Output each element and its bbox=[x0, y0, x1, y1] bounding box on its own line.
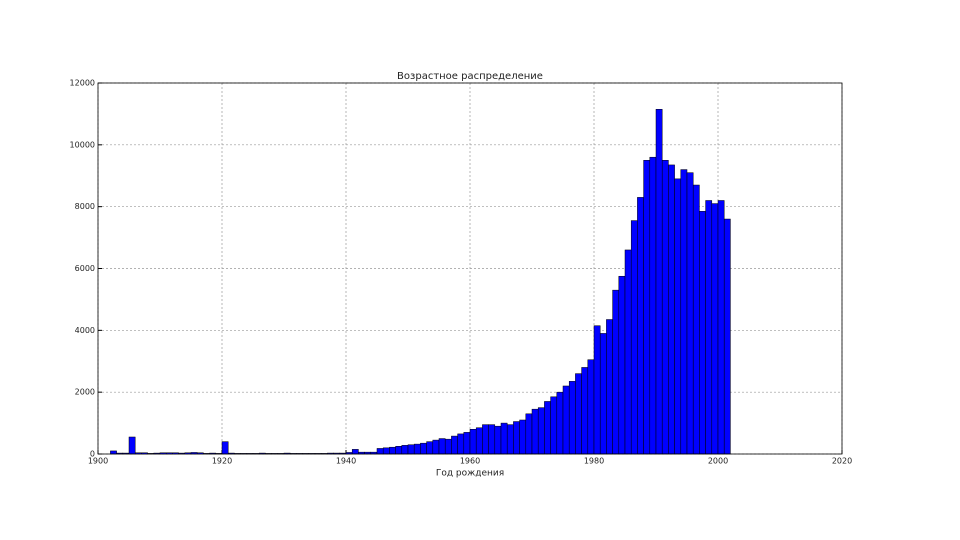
bar bbox=[475, 427, 483, 455]
bar bbox=[438, 438, 446, 455]
bar bbox=[674, 178, 682, 455]
bar bbox=[420, 442, 427, 455]
bar bbox=[221, 441, 229, 455]
bar bbox=[655, 109, 663, 455]
bar bbox=[723, 218, 731, 455]
bar bbox=[525, 413, 533, 455]
bar bbox=[581, 367, 589, 455]
bar bbox=[550, 396, 558, 455]
y-tick-label: 0 bbox=[90, 450, 95, 459]
bar bbox=[463, 432, 471, 455]
bar bbox=[544, 401, 551, 455]
bar bbox=[395, 446, 403, 455]
bar bbox=[519, 419, 527, 455]
bar bbox=[482, 424, 489, 455]
x-tick-label: 1900 bbox=[88, 457, 108, 466]
y-tick-label: 2000 bbox=[75, 388, 95, 397]
x-axis-label: Год рождения bbox=[436, 469, 504, 479]
bar bbox=[624, 249, 632, 455]
bar bbox=[469, 429, 477, 455]
bar bbox=[407, 444, 415, 455]
bar bbox=[692, 184, 700, 455]
bar bbox=[699, 211, 706, 455]
bar bbox=[637, 197, 644, 455]
plot-frame bbox=[97, 82, 843, 455]
bar bbox=[488, 424, 496, 455]
bar bbox=[711, 203, 719, 455]
bar bbox=[599, 333, 607, 455]
x-tick-label: 2020 bbox=[832, 457, 852, 466]
bar bbox=[432, 439, 440, 455]
bar bbox=[568, 381, 576, 455]
bar bbox=[680, 169, 688, 455]
bar bbox=[686, 172, 694, 455]
x-tick-label: 1960 bbox=[460, 457, 480, 466]
x-tick-label: 1940 bbox=[336, 457, 356, 466]
bar bbox=[705, 200, 713, 455]
bar bbox=[612, 289, 620, 455]
x-tick-label: 2000 bbox=[708, 457, 728, 466]
bar bbox=[649, 156, 657, 455]
bar bbox=[110, 450, 117, 455]
bar bbox=[494, 425, 502, 455]
bar bbox=[661, 160, 669, 455]
bar bbox=[513, 421, 520, 455]
bar bbox=[426, 441, 434, 455]
bar bbox=[587, 359, 595, 455]
chart-title: Возрастное распределение bbox=[397, 71, 543, 82]
bar bbox=[668, 164, 675, 455]
bar bbox=[618, 275, 626, 455]
bar bbox=[128, 436, 136, 455]
bar bbox=[351, 449, 359, 455]
y-tick-label: 4000 bbox=[75, 326, 95, 335]
bar bbox=[575, 373, 582, 455]
bar bbox=[606, 319, 613, 455]
bar bbox=[562, 385, 570, 455]
x-tick-label: 1920 bbox=[212, 457, 232, 466]
bar bbox=[500, 422, 508, 455]
bar bbox=[376, 448, 384, 455]
bar bbox=[643, 160, 651, 455]
bar bbox=[401, 445, 409, 455]
bar bbox=[537, 407, 545, 455]
y-tick-label: 8000 bbox=[75, 202, 95, 211]
y-tick-label: 10000 bbox=[70, 140, 95, 149]
bar bbox=[717, 200, 725, 455]
bar bbox=[413, 443, 421, 455]
bar bbox=[444, 438, 452, 455]
bar bbox=[451, 435, 458, 455]
bar bbox=[382, 447, 390, 455]
bar bbox=[531, 408, 539, 455]
bar bbox=[593, 325, 601, 455]
bar bbox=[506, 424, 514, 455]
y-tick-label: 6000 bbox=[75, 264, 95, 273]
x-tick-label: 1980 bbox=[584, 457, 604, 466]
bar bbox=[630, 220, 638, 455]
bar bbox=[457, 433, 465, 455]
bar bbox=[556, 391, 564, 455]
bar bbox=[389, 446, 396, 455]
y-tick-label: 12000 bbox=[70, 79, 95, 88]
